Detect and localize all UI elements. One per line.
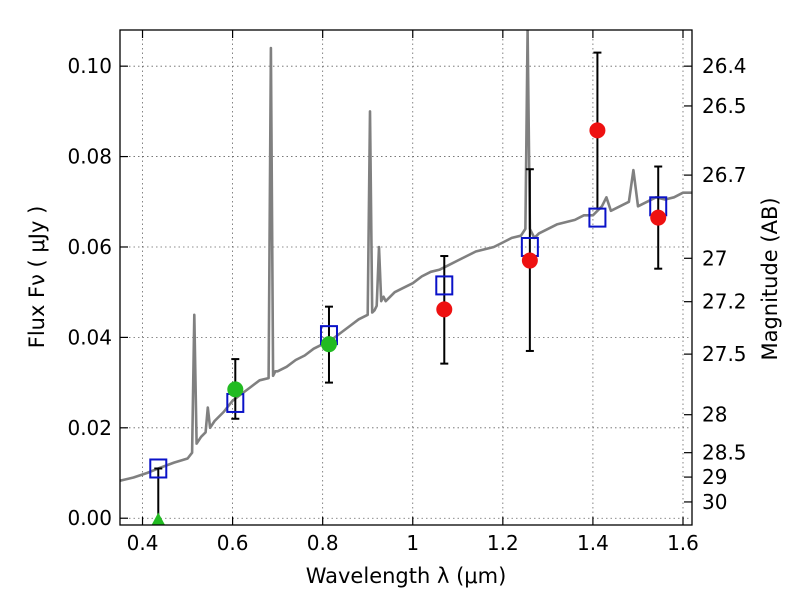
y-tick-label: 0.02: [67, 416, 112, 440]
right-y-axis-title: Magnitude (AB): [758, 197, 782, 360]
model-photometry-square: [149, 458, 168, 479]
model-photometry-square: [435, 275, 454, 296]
magnitude-tick-label: 29: [702, 465, 727, 489]
observed-flux-point: [521, 252, 538, 269]
magnitude-tick-label: 30: [702, 490, 727, 514]
x-tick-label: 1.6: [667, 531, 699, 555]
magnitude-tick-label: 27.5: [702, 342, 747, 366]
observed-flux-point: [320, 336, 337, 353]
observed-flux-point: [436, 301, 453, 318]
y-tick-label: 0.06: [67, 235, 112, 259]
y-tick-label: 0.04: [67, 325, 112, 349]
plot-frame: [119, 29, 693, 526]
magnitude-tick-label: 27.2: [702, 290, 747, 314]
spectrum-layer: [120, 30, 692, 482]
y-axis-title: Flux Fν ( μJy ): [25, 206, 49, 349]
model-photometry-square: [588, 207, 607, 228]
x-tick-label: 0.8: [307, 531, 339, 555]
x-tick-label: 1: [406, 531, 419, 555]
upper-limit-triangle: [151, 512, 166, 526]
marker-layer: [149, 122, 668, 526]
magnitude-tick-label: 26.5: [702, 94, 747, 118]
y-tick-label: 0.10: [67, 54, 112, 78]
observed-flux-point: [589, 122, 606, 139]
x-tick-label: 0.4: [127, 531, 159, 555]
magnitude-tick-label: 28: [702, 403, 727, 427]
x-axis-title: Wavelength λ (μm): [306, 564, 507, 588]
grid-layer: [120, 30, 692, 525]
observed-flux-point: [650, 209, 667, 226]
y-tick-label: 0.08: [67, 145, 112, 169]
magnitude-tick-label: 27: [702, 246, 727, 270]
observed-flux-point: [227, 381, 244, 398]
x-tick-label: 1.2: [487, 531, 519, 555]
magnitude-tick-label: 28.5: [702, 441, 747, 465]
magnitude-tick-label: 26.4: [702, 54, 747, 78]
magnitude-tick-label: 26.7: [702, 163, 747, 187]
y-tick-label: 0.00: [67, 506, 112, 530]
x-tick-label: 1.4: [577, 531, 609, 555]
tick-layer: 0.4 0.6 0.8 1 1.2 1.4 1.6 0.00 0.02 0.04 0.06 0.08 0…: [67, 30, 747, 555]
model-spectrum-line: [120, 30, 692, 482]
x-tick-label: 0.6: [217, 531, 249, 555]
